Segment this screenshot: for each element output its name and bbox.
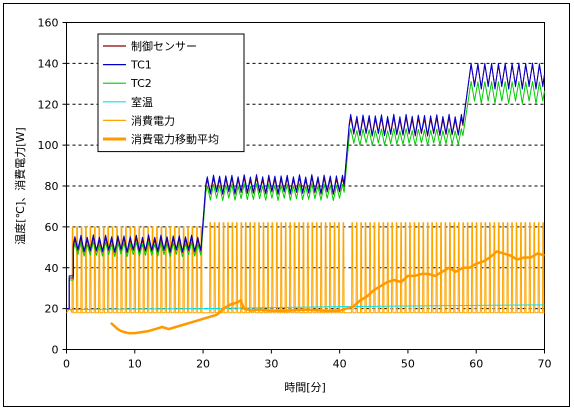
x-tick-label: 10 — [128, 358, 142, 371]
x-tick-label: 0 — [63, 358, 70, 371]
x-tick-label: 30 — [264, 358, 278, 371]
y-tick-label: 160 — [38, 17, 59, 30]
legend-label-5: 消費電力移動平均 — [131, 132, 219, 146]
x-tick-label: 50 — [401, 358, 415, 371]
legend-box — [97, 33, 245, 153]
legend-label-1: TC1 — [130, 59, 152, 72]
axes: 0 20 40 60 80 100 120 140 160 0 10 20 30 40 50 60 70 — [38, 17, 552, 371]
y-tick-label: 60 — [45, 221, 59, 234]
legend-label-4: 消費電力 — [131, 113, 175, 127]
y-tick-label: 0 — [52, 344, 59, 357]
x-tick-label: 20 — [196, 358, 210, 371]
legend-label-0: 制御センサー — [131, 39, 197, 53]
y-tick-label: 120 — [38, 98, 59, 111]
y-tick-label: 20 — [45, 303, 59, 316]
x-tick-label: 60 — [469, 358, 483, 371]
legend-label-3: 室温 — [131, 95, 153, 109]
series-5-line — [110, 250, 545, 335]
y-tick-label: 40 — [45, 262, 59, 275]
y-tick-label: 80 — [45, 180, 59, 193]
series-4-line — [66, 222, 545, 314]
y-axis-label: 温度[℃]、消費電力[W] — [13, 127, 27, 244]
series-1-line — [66, 62, 545, 310]
series-2-line — [66, 81, 545, 310]
x-axis-label: 時間[分] — [284, 381, 326, 394]
y-tick-label: 100 — [38, 139, 59, 152]
x-tick-label: 70 — [538, 358, 552, 371]
series-layer — [66, 62, 545, 335]
legend-label-2: TC2 — [130, 77, 152, 90]
x-tick-label: 40 — [333, 358, 347, 371]
y-tick-label: 140 — [38, 57, 59, 70]
series-3-line — [66, 304, 545, 311]
